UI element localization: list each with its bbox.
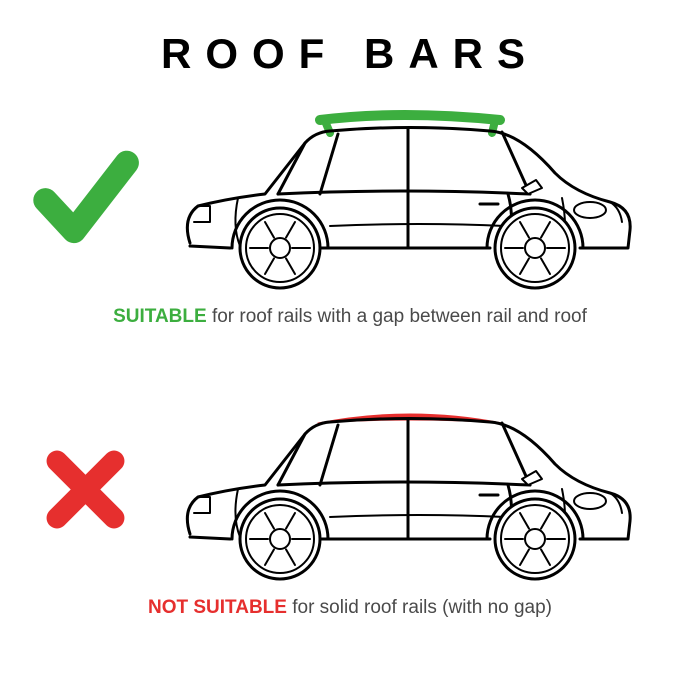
panel-not-suitable: NOT SUITABLE for solid roof rails (with … — [30, 389, 670, 680]
caption-not-suitable: NOT SUITABLE for solid roof rails (with … — [148, 597, 552, 619]
caption-suitable: SUITABLE for roof rails with a gap betwe… — [113, 306, 587, 328]
panel-suitable: SUITABLE for roof rails with a gap betwe… — [30, 98, 670, 389]
car-not-suitable — [140, 389, 670, 589]
caption-suitable-rest: for roof rails with a gap between rail a… — [207, 306, 587, 327]
caption-suitable-strong: SUITABLE — [113, 306, 207, 327]
caption-not-suitable-rest: for solid roof rails (with no gap) — [287, 597, 552, 618]
check-icon — [30, 143, 140, 253]
cross-icon — [30, 442, 140, 537]
page-title: ROOF BARS — [30, 30, 670, 78]
car-suitable — [140, 98, 670, 298]
caption-not-suitable-strong: NOT SUITABLE — [148, 597, 287, 618]
